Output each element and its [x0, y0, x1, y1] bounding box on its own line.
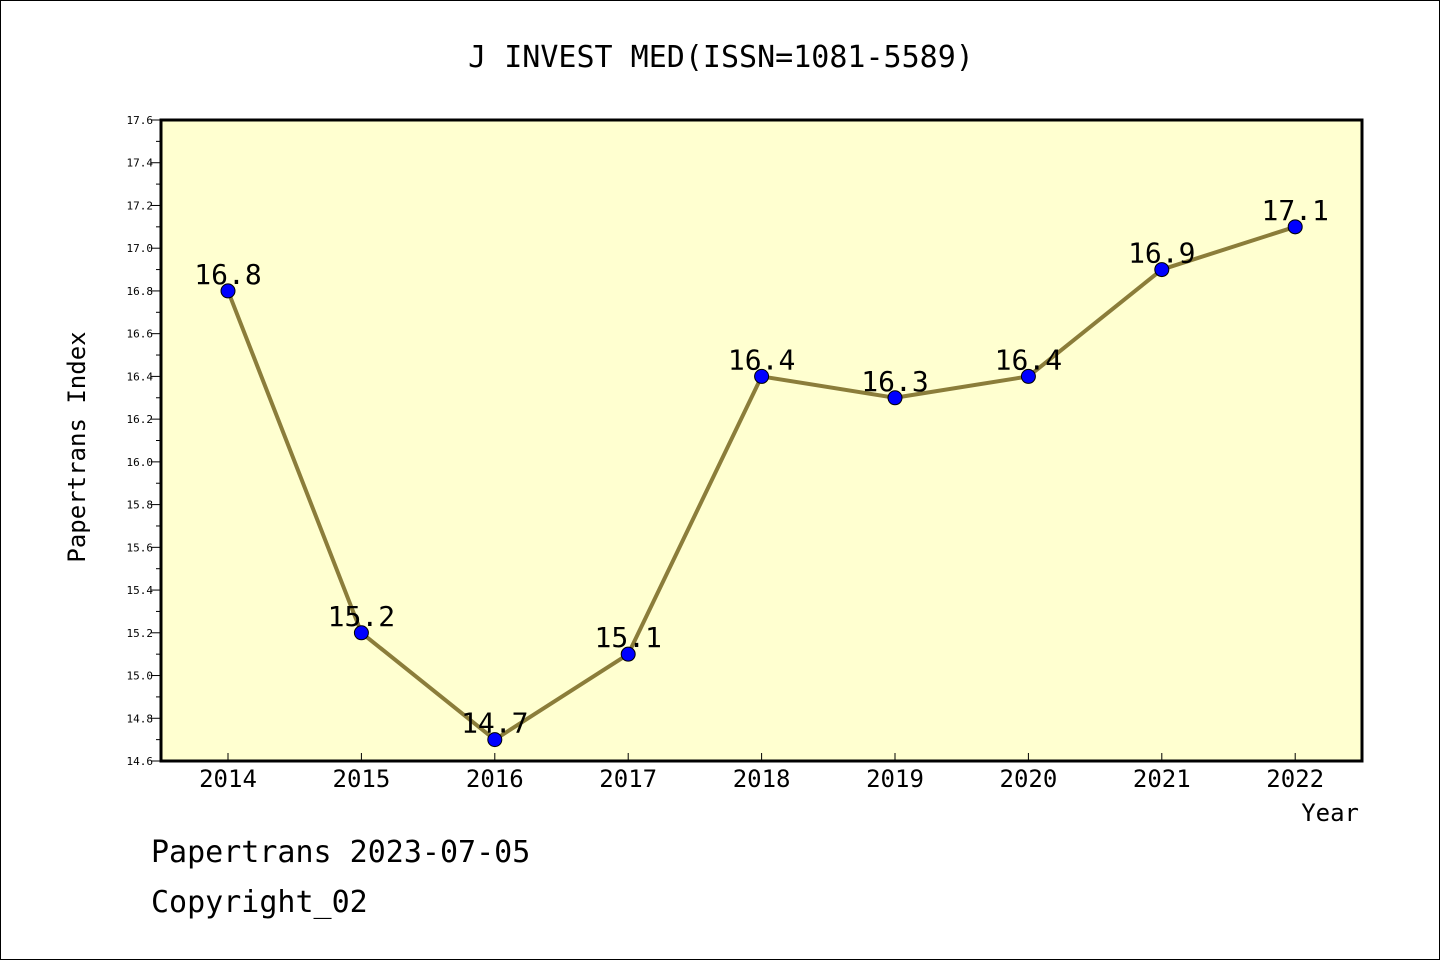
- footer-copyright: Copyright_02: [151, 885, 368, 920]
- data-label: 15.1: [594, 621, 661, 654]
- y-tick-label: 16.2: [127, 413, 154, 426]
- x-tick-label: 2016: [466, 765, 524, 793]
- data-label: 15.2: [328, 600, 395, 633]
- x-tick-label: 2015: [333, 765, 391, 793]
- y-tick-label: 16.6: [127, 328, 154, 341]
- footer-date: Papertrans 2023-07-05: [151, 835, 531, 870]
- data-point: [220, 283, 236, 299]
- data-label: 16.8: [194, 258, 261, 291]
- y-tick-label: 17.4: [127, 157, 154, 170]
- x-tick-label: 2019: [866, 765, 924, 793]
- y-tick-label: 15.6: [127, 541, 154, 554]
- data-label: 16.9: [1128, 237, 1195, 270]
- y-tick-label: 15.4: [127, 584, 154, 597]
- x-tick-label: 2021: [1133, 765, 1191, 793]
- x-tick-label: 2014: [199, 765, 257, 793]
- x-axis: 2014 2015 2016 2017 2018 2019 2020 2021 2022: [199, 753, 1324, 793]
- x-tick-label: 2018: [733, 765, 791, 793]
- y-tick-label: 15.2: [127, 627, 154, 640]
- y-tick-label: 17.2: [127, 199, 154, 212]
- data-point: [487, 732, 503, 748]
- x-tick-label: 2017: [599, 765, 657, 793]
- data-label: 14.7: [461, 707, 528, 740]
- series-line-group: 16.8 15.2 14.7 15.1 16.4 16.3 16.4 16.9 17.1: [194, 194, 1329, 748]
- x-tick-label: 2022: [1266, 765, 1324, 793]
- y-tick-label: 15.0: [127, 670, 154, 683]
- y-tick-label: 17.0: [127, 242, 154, 255]
- y-tick-label: 16.0: [127, 456, 154, 469]
- y-tick-label: 14.6: [127, 755, 154, 768]
- y-tick-label: 16.4: [127, 370, 154, 383]
- data-point: [353, 625, 369, 641]
- data-point: [620, 646, 636, 662]
- chart-title: J INVEST MED(ISSN=1081-5589): [468, 40, 974, 75]
- x-tick-label: 2020: [1000, 765, 1058, 793]
- y-tick-label: 14.8: [127, 712, 154, 725]
- data-point: [1020, 368, 1036, 384]
- data-label: 16.4: [728, 343, 795, 376]
- y-axis-label: Papertrans Index: [63, 331, 91, 562]
- data-label: 16.3: [861, 365, 928, 398]
- data-point: [754, 368, 770, 384]
- data-point: [1154, 262, 1170, 278]
- y-tick-label: 16.8: [127, 285, 154, 298]
- data-label: 17.1: [1261, 194, 1328, 227]
- data-point: [1287, 219, 1303, 235]
- plot-area: [159, 118, 1364, 763]
- data-label: 16.4: [995, 343, 1062, 376]
- y-tick-label: 17.6: [127, 114, 154, 127]
- data-point: [887, 390, 903, 406]
- y-axis: 14.6 14.8 15.0 15.2 15.4 15.6 15.8 16.0 16.2 16.4…: [127, 114, 161, 768]
- y-tick-label: 15.8: [127, 499, 154, 512]
- x-axis-label: Year: [1301, 799, 1359, 827]
